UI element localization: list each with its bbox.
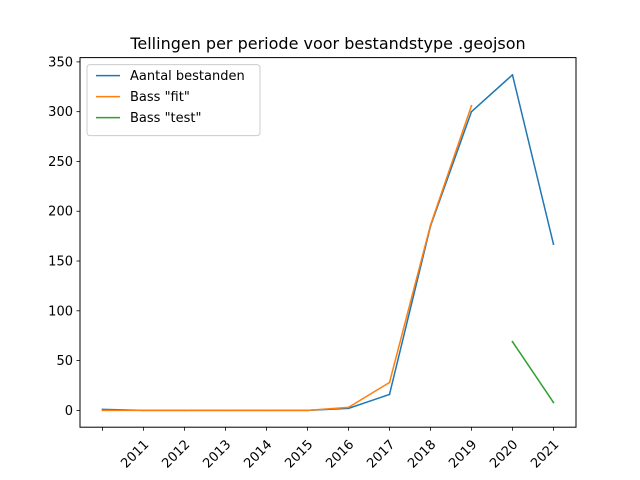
x-tick-label: 2014 (241, 437, 275, 471)
x-tick-label: 2019 (446, 437, 480, 471)
data-point (429, 224, 432, 226)
legend-label: Bass "fit" (130, 90, 190, 105)
y-tick-label: 350 (48, 55, 73, 70)
data-point (183, 409, 186, 412)
legend: Aantal bestanden Bass "fit" Bass "test" (86, 64, 261, 137)
data-point (142, 409, 145, 412)
series-line-2 (511, 340, 555, 404)
y-tick-label: 250 (48, 155, 73, 170)
data-point (470, 110, 473, 113)
x-tick-label: 2011 (118, 437, 152, 471)
series-layer (101, 74, 555, 412)
data-point (388, 393, 391, 396)
plot-frame (79, 57, 577, 428)
y-tick-label: 150 (48, 255, 73, 270)
data-point (388, 381, 391, 384)
x-tick-label: 2012 (159, 437, 193, 471)
data-point (511, 74, 514, 76)
data-point (306, 409, 309, 412)
data-point (101, 409, 104, 412)
legend-label: Bass "test" (130, 111, 202, 126)
x-tick-label: 2013 (200, 437, 234, 471)
data-point (470, 104, 473, 107)
legend-label: Aantal bestanden (130, 69, 245, 84)
y-tick-label: 100 (48, 304, 73, 319)
data-point (347, 406, 350, 409)
x-tick-label: 2020 (487, 437, 521, 471)
x-tick-label: 2021 (528, 437, 562, 471)
chart-title: Tellingen per periode voor bestandstype … (129, 34, 525, 53)
data-point (511, 340, 514, 343)
data-point (224, 409, 227, 412)
data-point (552, 243, 555, 245)
y-tick-label: 200 (48, 205, 73, 220)
x-tick-label: 2015 (282, 437, 316, 471)
y-tick-label: 300 (48, 105, 73, 120)
data-point (265, 409, 268, 412)
x-tick-label: 2017 (364, 437, 398, 471)
x-tick-label: 2018 (405, 437, 439, 471)
x-tick-label: 2016 (323, 437, 357, 471)
y-tick-label: 0 (65, 404, 73, 419)
legend-box (86, 64, 261, 137)
series-line-1 (101, 104, 473, 412)
data-point (552, 401, 555, 404)
y-tick-label: 50 (56, 354, 73, 369)
